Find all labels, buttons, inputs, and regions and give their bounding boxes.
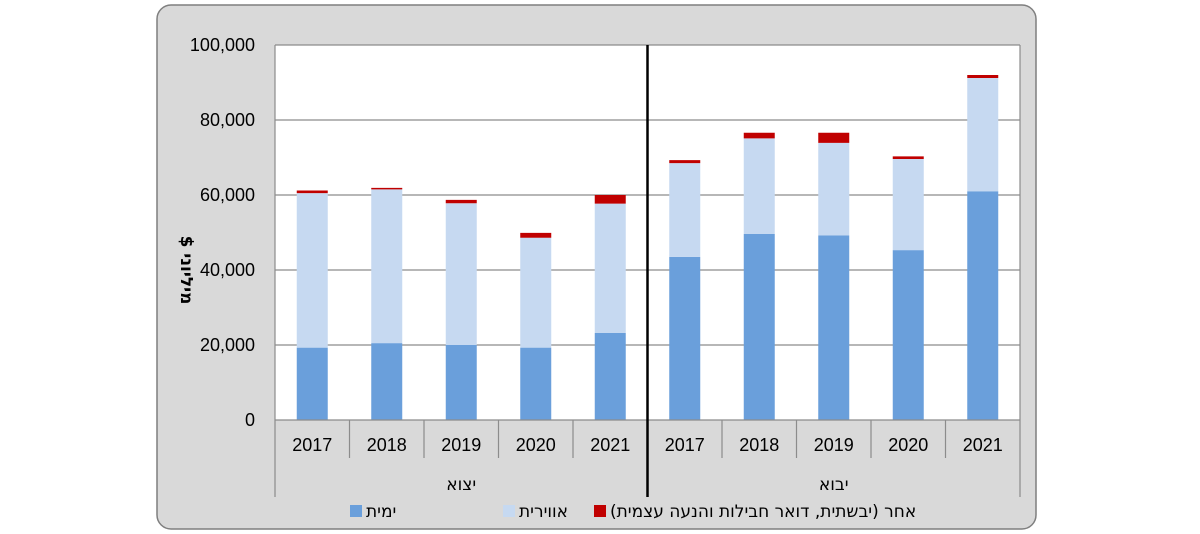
bar-segment [594,333,626,420]
legend-swatch [503,505,515,517]
bar-segment [594,203,626,333]
y-tick-label: 60,000 [200,185,255,205]
bar-segment [296,190,328,194]
bar-segment [892,159,924,251]
y-tick-label: 40,000 [200,260,255,280]
bars [296,75,999,420]
bar-segment [743,234,775,420]
y-tick-label: 80,000 [200,110,255,130]
bar-segment [818,132,850,143]
bar-segment [371,189,403,344]
labels: 0 20,000 40,000 60,000 80,000 100,000 מיליוני … [176,35,1003,495]
x-tick-label: 2020 [516,435,556,455]
y-tick-label: 20,000 [200,335,255,355]
bar-segment [967,75,999,78]
legend-swatch [594,505,606,517]
bar-segment [594,195,626,204]
legend-label: אווירית [519,502,568,522]
bar-segment [296,193,328,348]
bar-segment [743,138,775,234]
bar-segment [371,343,403,420]
x-tick-label: 2021 [590,435,630,455]
x-tick-label: 2019 [814,435,854,455]
group-label: יצוא [446,475,476,495]
bar-segment [445,345,477,420]
bar-segment [743,132,775,139]
x-tick-label: 2018 [739,435,779,455]
legend-label: ימית [366,502,396,522]
x-tick-label: 2021 [963,435,1003,455]
y-tick-label: 0 [245,410,255,430]
bar-segment [520,232,552,238]
x-tick-label: 2018 [367,435,407,455]
bar-segment [669,163,701,257]
x-tick-label: 2017 [292,435,332,455]
bar-segment [520,237,552,348]
bar-segment [967,191,999,420]
x-tick-label: 2020 [888,435,928,455]
bar-segment [818,235,850,420]
x-tick-label: 2019 [441,435,481,455]
bar-segment [967,78,999,192]
bar-segment [445,199,477,204]
y-tick-label: 100,000 [190,35,255,55]
bar-segment [892,250,924,420]
bar-segment [669,160,701,164]
x-tick-label: 2017 [665,435,705,455]
bar-segment [371,187,403,190]
bar-segment [818,142,850,236]
bar-segment [892,156,924,159]
legend-label: אחר (יבשתית, דואר חבילות והנעה עצמית) [610,502,916,522]
legend-swatch [350,505,362,517]
y-axis-title: מיליוני $ [176,236,196,305]
bar-segment [520,347,552,420]
bar-segment [669,256,701,420]
group-label: יבוא [819,475,849,495]
bar-segment [296,347,328,420]
legend: ימית אווירית אחר (יבשתית, דואר חבילות והנע… [350,502,916,522]
bar-segment [445,203,477,345]
axes [274,45,1021,497]
